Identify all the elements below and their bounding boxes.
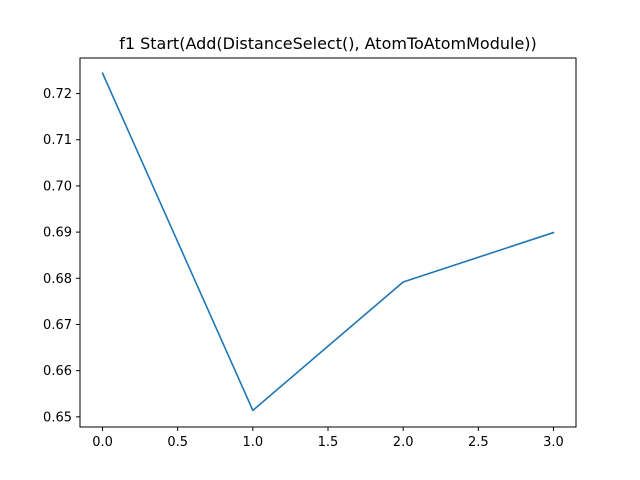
- series-line-0: [101, 72, 555, 412]
- y-tick-label: 0.67: [43, 318, 72, 333]
- y-tick-label: 0.68: [43, 272, 72, 287]
- y-tick-label: 0.71: [43, 133, 72, 148]
- x-tick-label: 0.0: [92, 435, 113, 450]
- y-axis: 0.65 0.66 0.67 0.68 0.69 0.70 0.71 0.72: [43, 87, 80, 425]
- x-tick-label: 1.0: [243, 435, 264, 450]
- y-tick-label: 0.70: [43, 179, 72, 194]
- y-tick-label: 0.65: [43, 410, 72, 425]
- x-tick-label: 2.0: [393, 435, 414, 450]
- series-layer: [101, 72, 555, 412]
- x-axis: 0.0 0.5 1.0 1.5 2.0 2.5 3.0: [92, 427, 564, 450]
- x-tick-label: 3.0: [543, 435, 564, 450]
- y-tick-label: 0.69: [43, 226, 72, 241]
- x-tick-label: 1.5: [318, 435, 339, 450]
- plot-area-frame: [79, 57, 577, 428]
- y-tick-label: 0.66: [43, 364, 72, 379]
- x-tick-label: 0.5: [167, 435, 188, 450]
- x-tick-label: 2.5: [468, 435, 489, 450]
- chart-title: f1 Start(Add(DistanceSelect(), AtomToAto…: [119, 34, 537, 53]
- y-tick-label: 0.72: [43, 87, 72, 102]
